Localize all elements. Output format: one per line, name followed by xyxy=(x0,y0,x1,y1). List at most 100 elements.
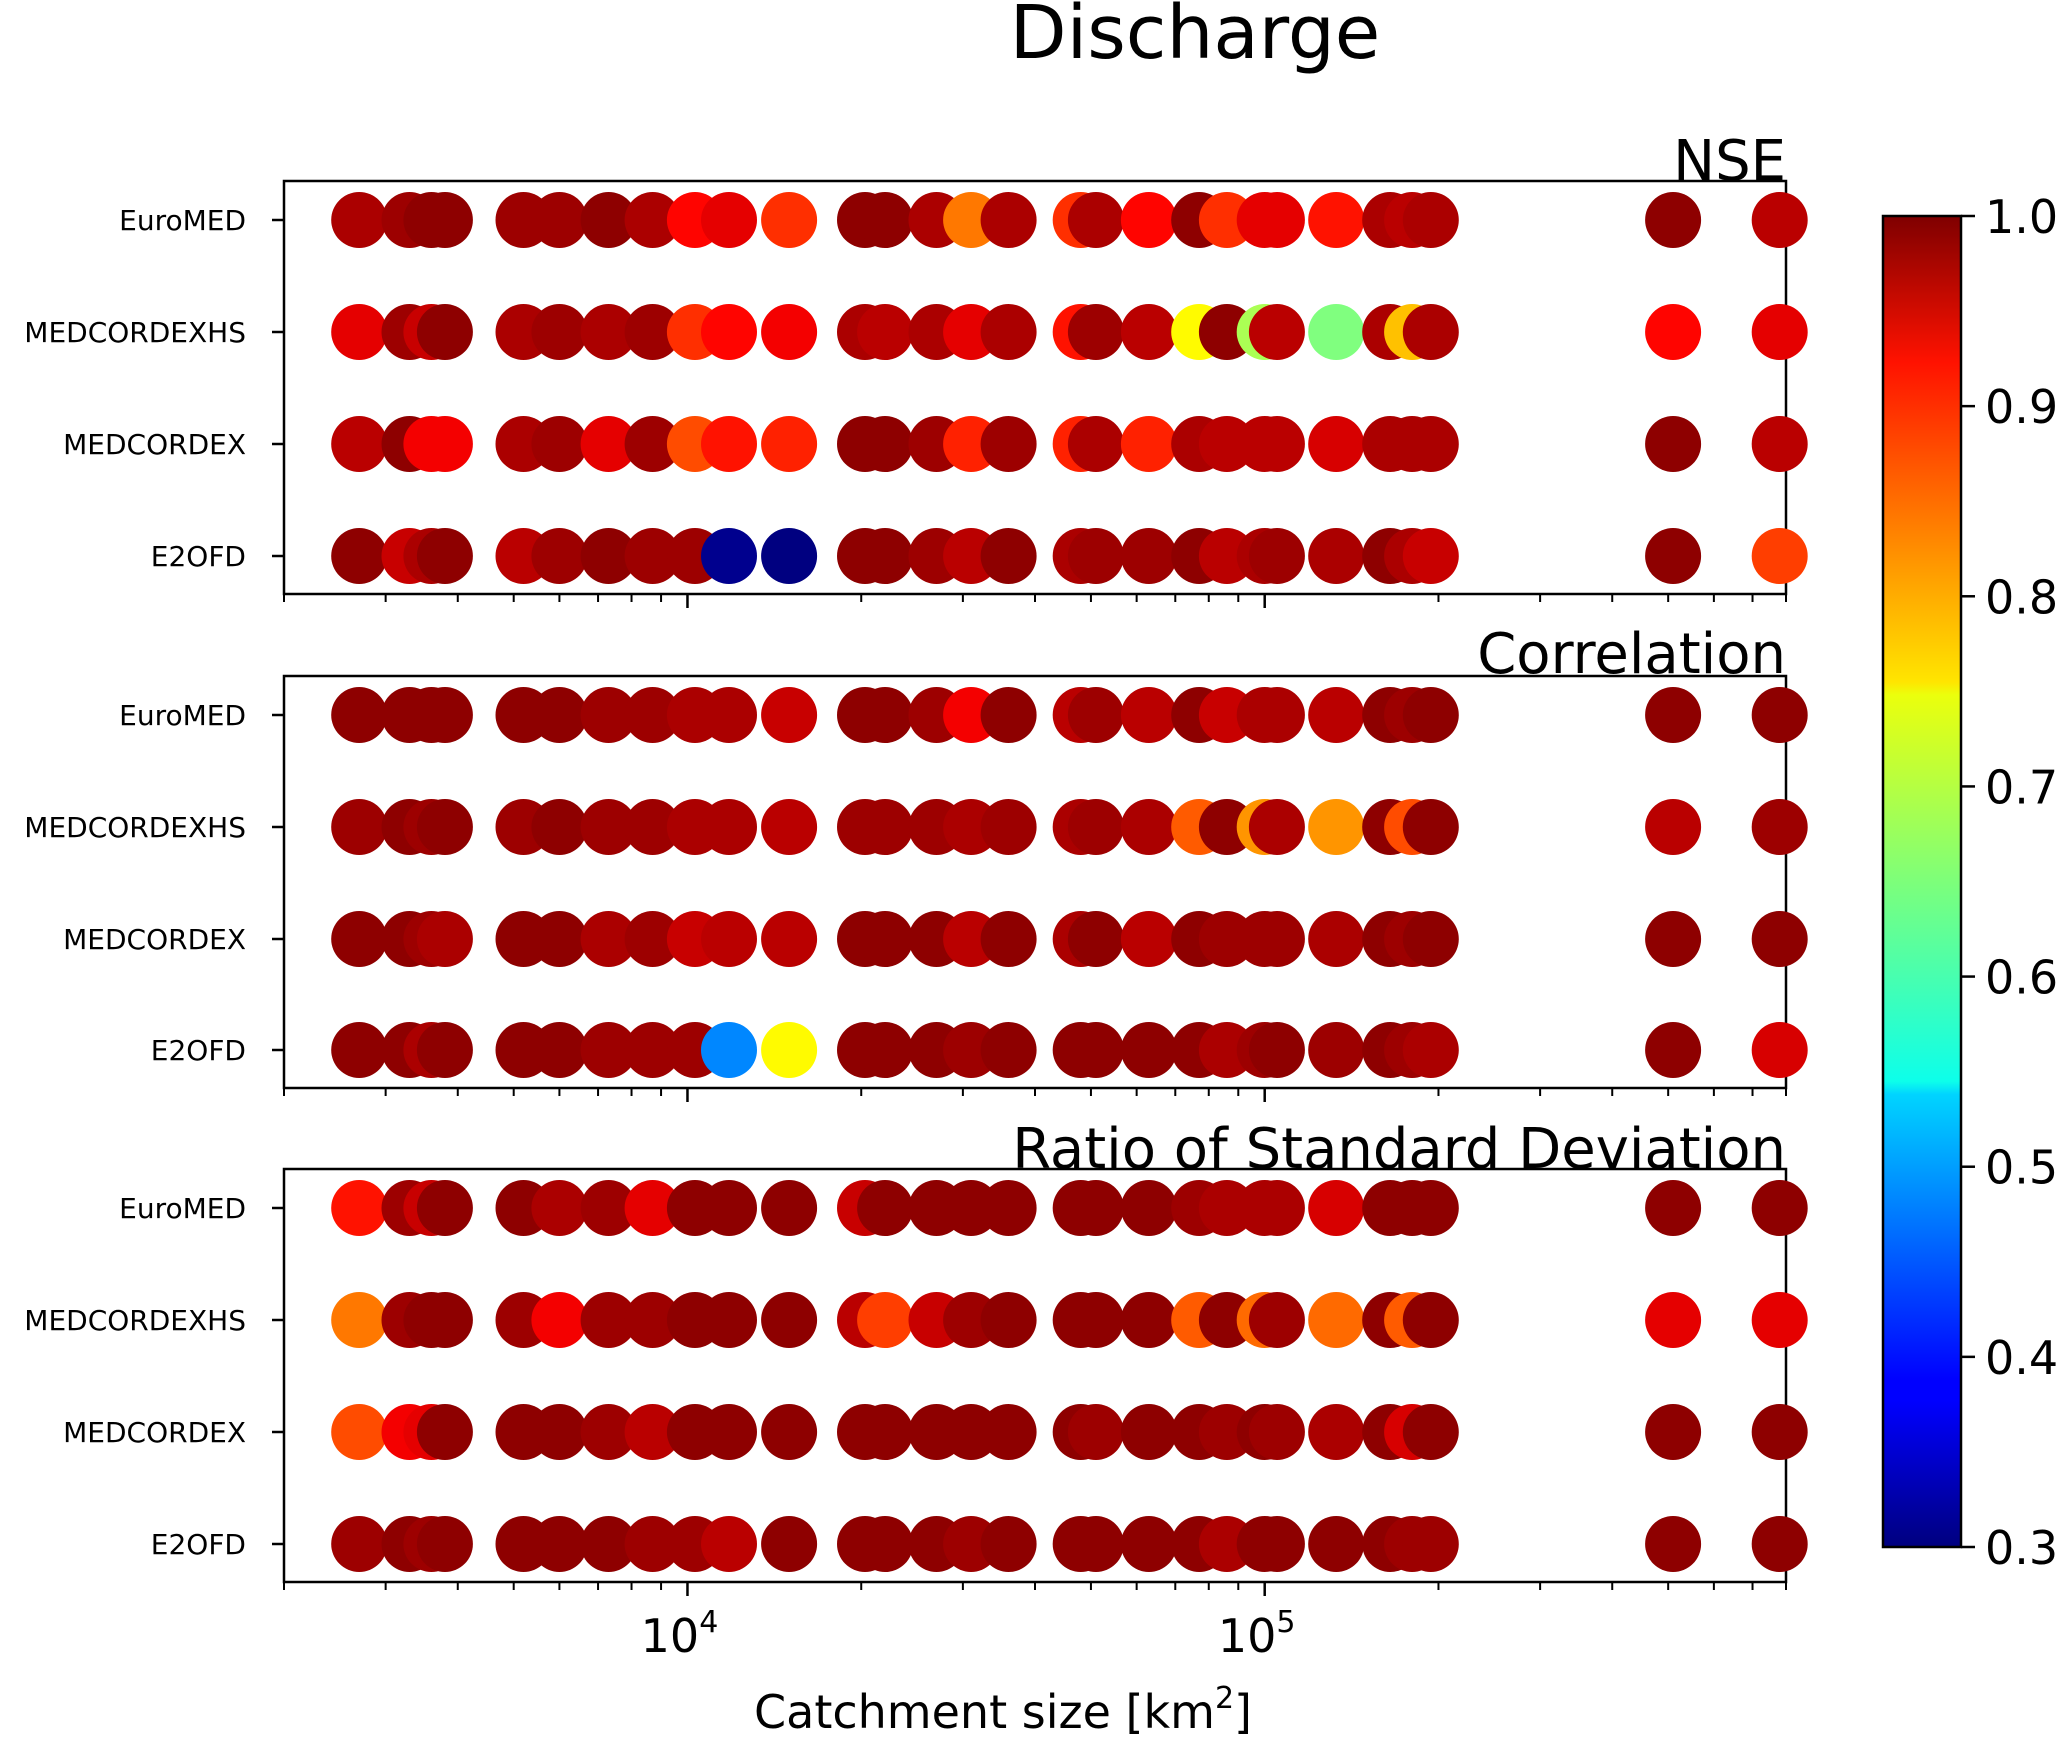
x-axis-label: Catchment size [km2] xyxy=(754,1681,1252,1739)
data-point xyxy=(857,799,914,855)
data-point xyxy=(1402,1022,1459,1078)
data-point xyxy=(1120,1022,1177,1078)
data-point xyxy=(761,192,818,248)
y-tick-label: MEDCORDEXHS xyxy=(24,316,246,349)
data-point xyxy=(701,416,757,472)
data-point xyxy=(624,1022,681,1078)
panel-1: E2OFD MEDCORDEX MEDCORDEXHS EuroMED NSE xyxy=(24,129,1808,608)
data-point xyxy=(1402,1404,1459,1460)
data-point xyxy=(1120,416,1177,472)
data-point xyxy=(1308,1404,1365,1460)
data-point xyxy=(624,799,681,855)
data-point xyxy=(331,1404,388,1460)
data-point xyxy=(857,911,914,967)
data-point xyxy=(1120,799,1177,855)
data-point xyxy=(580,1516,637,1572)
data-point xyxy=(1120,1292,1177,1348)
x-axis-label-superscript: 2 xyxy=(1215,1681,1234,1716)
data-point xyxy=(1751,1292,1808,1348)
data-point xyxy=(1067,528,1124,584)
data-point xyxy=(1645,416,1702,472)
colorbar-tick-label: 0.7 xyxy=(1985,760,2058,814)
data-point xyxy=(1751,528,1808,584)
data-point xyxy=(1751,1516,1808,1572)
data-point xyxy=(580,304,637,360)
data-point xyxy=(1067,1022,1124,1078)
data-point xyxy=(1308,687,1365,743)
data-point xyxy=(1751,1180,1808,1236)
data-point xyxy=(1402,1180,1459,1236)
data-point xyxy=(1645,192,1702,248)
data-point xyxy=(580,416,637,472)
data-point xyxy=(761,416,818,472)
colorbar-tick-label: 0.9 xyxy=(1985,380,2058,434)
data-point xyxy=(1248,911,1305,967)
data-point xyxy=(761,911,818,967)
data-point xyxy=(857,1292,914,1348)
data-point xyxy=(980,528,1037,584)
data-point xyxy=(1248,1516,1305,1572)
data-point xyxy=(701,304,757,360)
data-point xyxy=(624,1180,681,1236)
panel-2: E2OFD MEDCORDEX MEDCORDEXHS EuroMED Correlat… xyxy=(24,622,1808,1102)
data-point xyxy=(580,1180,637,1236)
y-tick-label: MEDCORDEX xyxy=(63,1416,246,1449)
data-point xyxy=(416,192,473,248)
data-point xyxy=(331,1292,388,1348)
y-tick-label: EuroMED xyxy=(119,699,246,732)
panel-title: NSE xyxy=(1673,129,1786,194)
data-point xyxy=(980,799,1037,855)
data-point xyxy=(580,687,637,743)
data-point xyxy=(1402,911,1459,967)
data-point xyxy=(1402,687,1459,743)
data-point xyxy=(624,1292,681,1348)
data-point xyxy=(1120,911,1177,967)
data-point xyxy=(331,1022,388,1078)
data-point xyxy=(857,528,914,584)
data-point xyxy=(531,528,588,584)
data-point xyxy=(531,416,588,472)
data-point xyxy=(701,687,757,743)
data-point xyxy=(531,1516,588,1572)
data-point xyxy=(701,1516,757,1572)
data-point xyxy=(416,687,473,743)
data-point xyxy=(980,1022,1037,1078)
y-tick-label: MEDCORDEXHS xyxy=(24,1304,246,1337)
panels-group: E2OFDMEDCORDEXMEDCORDEXHSEuroMEDNSEE2OFD… xyxy=(24,129,1808,1663)
data-point xyxy=(1645,304,1702,360)
data-point xyxy=(1402,192,1459,248)
data-point xyxy=(331,911,388,967)
data-point xyxy=(761,1404,818,1460)
data-point xyxy=(1751,304,1808,360)
data-point xyxy=(761,304,818,360)
data-point xyxy=(331,1516,388,1572)
data-point xyxy=(531,1180,588,1236)
panel-title: Correlation xyxy=(1477,622,1786,687)
data-point xyxy=(1067,1292,1124,1348)
data-point xyxy=(1248,1022,1305,1078)
scatter-points xyxy=(331,192,1808,584)
colorbar-tick-label: 0.6 xyxy=(1985,951,2058,1005)
data-point xyxy=(857,416,914,472)
data-point xyxy=(580,1404,637,1460)
data-point xyxy=(980,416,1037,472)
data-point xyxy=(531,687,588,743)
data-point xyxy=(580,911,637,967)
data-point xyxy=(580,1292,637,1348)
data-point xyxy=(531,1292,588,1348)
data-point xyxy=(1645,1022,1702,1078)
data-point xyxy=(1248,799,1305,855)
data-point xyxy=(761,1022,818,1078)
data-point xyxy=(624,911,681,967)
data-point xyxy=(1067,1180,1124,1236)
y-tick-label: MEDCORDEX xyxy=(63,428,246,461)
data-point xyxy=(1248,304,1305,360)
data-point xyxy=(531,304,588,360)
data-point xyxy=(416,1404,473,1460)
data-point xyxy=(1308,911,1365,967)
data-point xyxy=(580,528,637,584)
data-point xyxy=(761,528,818,584)
data-point xyxy=(980,304,1037,360)
data-point xyxy=(1645,1292,1702,1348)
